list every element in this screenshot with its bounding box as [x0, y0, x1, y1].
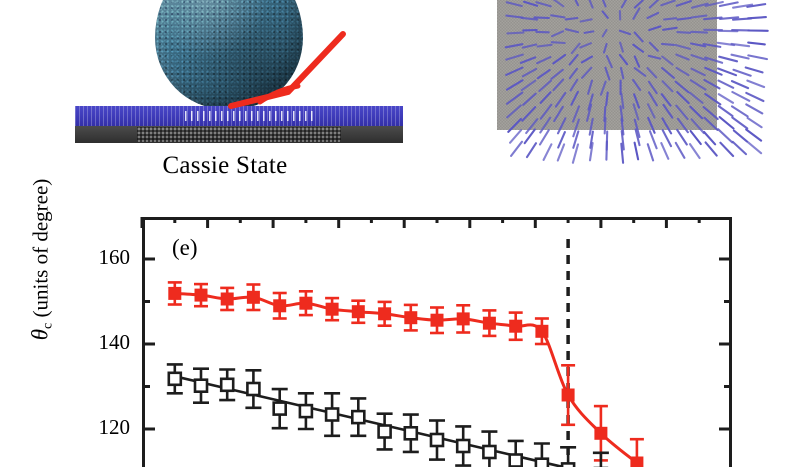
- y-tick-label: 160: [72, 245, 130, 270]
- wenzel-data-point: [508, 441, 524, 467]
- wenzel-data-point: [429, 421, 445, 460]
- cassie-data-point: [246, 285, 260, 311]
- wenzel-data-point: [219, 370, 235, 401]
- cassie-data-point: [194, 284, 208, 306]
- y-tick-label: 140: [72, 330, 130, 355]
- cassie-data-point: [273, 293, 287, 319]
- cassie-data-point: [630, 439, 644, 467]
- vector-field-panel: [450, 0, 808, 205]
- wenzel-data-point: [298, 393, 314, 429]
- wenzel-data-point: [350, 398, 366, 435]
- cassie-data-point: [299, 291, 313, 315]
- velocity-arrows-icon: [475, 0, 745, 148]
- cassie-data-point: [325, 298, 339, 320]
- wenzel-data-point: [193, 369, 209, 403]
- cassie-data-point: [378, 302, 392, 326]
- wenzel-linear-fit: [175, 376, 601, 467]
- cassie-data-point: [456, 305, 470, 332]
- substrate-roughness-texture: [137, 127, 341, 142]
- contact-angle-marker-icon: [205, 30, 350, 120]
- top-image-panels: Cassie State: [0, 0, 808, 205]
- cassie-data-point: [561, 365, 575, 425]
- cassie-state-caption: Cassie State: [0, 152, 450, 180]
- cassie-data-point: [220, 288, 234, 310]
- substrate-base-layer: [75, 126, 403, 143]
- wenzel-data-point: [403, 415, 419, 452]
- cassie-state-panel: Cassie State: [0, 0, 450, 205]
- wenzel-data-point: [272, 389, 288, 428]
- cassie-data-point: [482, 310, 496, 336]
- cassie-data-point: [509, 313, 523, 340]
- wenzel-data-point: [377, 414, 393, 450]
- wenzel-data-point: [245, 370, 261, 408]
- cassie-data-point: [168, 282, 182, 304]
- cassie-data-point: [351, 301, 365, 323]
- wenzel-data-point: [167, 364, 183, 393]
- cassie-data-point: [430, 308, 444, 334]
- wenzel-data-point: [324, 393, 340, 436]
- y-tick-label: 120: [72, 415, 130, 440]
- cassie-data-point: [404, 305, 418, 331]
